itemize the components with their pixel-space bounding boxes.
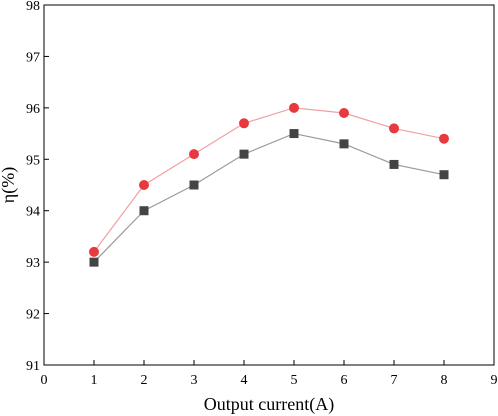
plot-area-frame: [43, 4, 495, 366]
x-tick-label: 9: [491, 373, 498, 388]
data-point: [439, 170, 449, 180]
y-tick-label: 92: [26, 308, 40, 323]
x-tick-label: 4: [241, 373, 248, 388]
x-tick-label: 5: [291, 373, 298, 388]
x-tick-label: 6: [341, 373, 348, 388]
data-point: [339, 139, 349, 149]
x-tick-label: 3: [191, 373, 198, 388]
series-1: [89, 102, 449, 257]
data-point: [389, 159, 399, 169]
x-tick-label: 0: [41, 373, 48, 388]
data-point: [139, 180, 149, 190]
series-line: [93, 132, 445, 263]
y-tick-label: 91: [26, 359, 40, 374]
y-tick-label: 97: [26, 50, 40, 65]
data-point: [89, 246, 99, 257]
series-layer: [89, 102, 449, 267]
x-axis-ticks: 0 1 2 3 4 5 6 7 8 9: [41, 360, 498, 388]
x-tick-label: 8: [441, 373, 448, 388]
x-tick-label: 7: [391, 373, 398, 388]
data-point: [189, 149, 199, 160]
data-point: [439, 133, 449, 144]
data-point: [89, 257, 99, 267]
y-tick-label: 94: [26, 205, 40, 220]
x-tick-label: 1: [91, 373, 98, 388]
series-line: [93, 107, 445, 253]
x-tick-label: 2: [141, 373, 148, 388]
data-point: [389, 123, 399, 134]
data-point: [289, 102, 299, 113]
data-point: [339, 108, 349, 118]
y-tick-label: 93: [26, 256, 40, 271]
series-2: [89, 129, 449, 267]
y-axis-title: η(%): [0, 167, 19, 203]
data-point: [239, 149, 249, 159]
x-axis-title: Output current(A): [204, 394, 334, 415]
y-tick-label: 96: [26, 102, 40, 117]
data-point: [139, 206, 149, 216]
data-point: [239, 118, 249, 129]
data-point: [189, 180, 199, 190]
y-tick-label: 98: [26, 0, 40, 14]
data-point: [289, 129, 299, 139]
y-axis-ticks: 91 92 93 94 95 96 97 98: [26, 0, 49, 374]
y-tick-label: 95: [26, 153, 40, 168]
